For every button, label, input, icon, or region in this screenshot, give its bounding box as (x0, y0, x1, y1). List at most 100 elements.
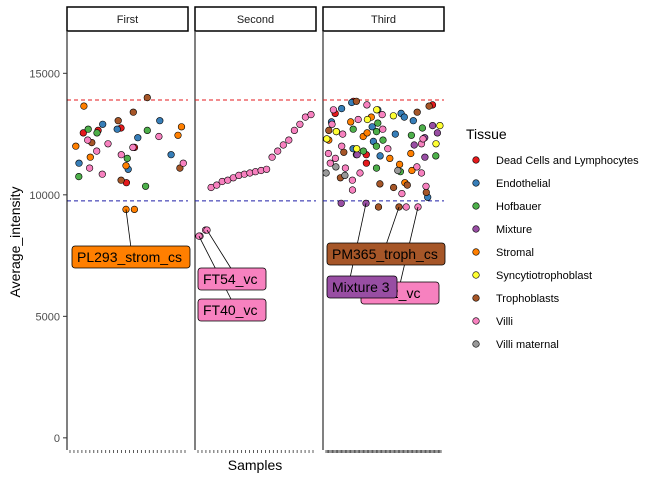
data-point (338, 104, 346, 113)
annotation-leader (125, 209, 132, 249)
data-point (134, 134, 142, 142)
data-point (410, 141, 418, 149)
y-axis: 0 5000 10000 15000 (29, 32, 68, 450)
data-point (99, 120, 107, 128)
legend-key (472, 225, 480, 233)
data-point (407, 149, 415, 158)
data-point (363, 101, 371, 109)
legend-key (472, 202, 480, 210)
facet-strip-first (66, 6, 189, 32)
facet-strip-label: Third (371, 14, 396, 26)
data-point (379, 125, 387, 133)
legend-label: Trophoblasts (496, 293, 560, 305)
data-point (391, 130, 399, 138)
legend-label: Dead Cells and Lymphocytes (496, 155, 639, 167)
facet-strip-third (322, 6, 445, 32)
data-point (421, 153, 429, 161)
legend-label: Stromal (496, 247, 534, 259)
legend-label: Villi (496, 316, 513, 328)
data-point (86, 153, 94, 161)
annotation-label: Mixture 3 (332, 279, 390, 295)
data-point (268, 153, 276, 161)
data-point (337, 199, 345, 207)
data-point (409, 117, 417, 125)
legend-label: Syncytiotrophoblast (496, 270, 592, 282)
annotation-box (197, 267, 267, 291)
x-axis (69, 450, 442, 453)
legend: Tissue Dead Cells and Lymphocytes Endothe… (466, 126, 639, 351)
data-point (378, 110, 386, 119)
data-point (143, 126, 151, 134)
y-tick-label: 0 (54, 433, 60, 445)
y-tick-label: 10000 (29, 190, 60, 202)
data-point (177, 123, 186, 131)
annotation-label: FT54_vc (203, 271, 257, 287)
data-point (122, 162, 130, 170)
legend-key (472, 340, 480, 348)
data-point (376, 180, 384, 188)
data-point (432, 152, 440, 160)
data-point (372, 128, 381, 136)
data-point (80, 102, 88, 110)
data-point (98, 170, 106, 178)
data-point (353, 151, 361, 159)
data-point (75, 173, 83, 181)
facet-panels: First Second Third PL293_strom_cs FT54_vc FT4… (66, 6, 446, 450)
data-point (130, 205, 138, 213)
data-point (396, 160, 404, 168)
data-point (390, 183, 398, 192)
facet-strip-second (194, 6, 317, 32)
data-point (167, 151, 175, 159)
data-point (325, 126, 333, 134)
annotation-box (71, 245, 191, 269)
data-point (339, 130, 347, 138)
data-point (176, 164, 184, 172)
data-point (75, 159, 83, 167)
data-point (368, 123, 376, 131)
data-point (338, 142, 346, 150)
data-point (398, 190, 406, 198)
data-point (379, 136, 387, 144)
facet-strip-label: First (117, 14, 138, 26)
data-point (348, 186, 357, 194)
y-tick-label: 15000 (29, 68, 60, 80)
data-point (402, 203, 410, 211)
data-point (356, 169, 364, 177)
data-point (418, 124, 427, 132)
annotation-label: PM365_troph_cs (332, 246, 438, 262)
data-point (72, 142, 80, 150)
legend-key (472, 294, 480, 302)
data-point (331, 154, 340, 162)
legend-key (472, 317, 480, 325)
data-point (329, 106, 338, 114)
data-point (179, 159, 187, 167)
data-point (362, 159, 371, 167)
data-point (117, 151, 125, 159)
data-point (104, 140, 112, 148)
legend-label: Endothelial (496, 178, 550, 190)
data-point (285, 136, 293, 144)
annotation-label: FT40_vc (203, 302, 257, 318)
facet-strip-label: Second (237, 14, 274, 26)
legend-key (472, 271, 480, 279)
data-point (373, 106, 381, 114)
data-point (213, 181, 221, 189)
data-point (376, 152, 384, 160)
data-point (419, 135, 427, 143)
data-point (349, 125, 357, 133)
data-point (413, 108, 421, 116)
legend-key (472, 179, 480, 187)
data-point (114, 117, 122, 125)
legend-key (472, 156, 480, 164)
data-point (433, 129, 442, 137)
data-point (352, 97, 361, 105)
data-point (263, 165, 271, 173)
data-point (322, 169, 330, 177)
annotation-label: PL293_strom_cs (77, 249, 182, 265)
data-point (326, 159, 334, 167)
data-point (93, 129, 101, 137)
data-point (389, 112, 398, 120)
legend-label: Mixture (496, 224, 532, 236)
data-point (332, 163, 340, 171)
